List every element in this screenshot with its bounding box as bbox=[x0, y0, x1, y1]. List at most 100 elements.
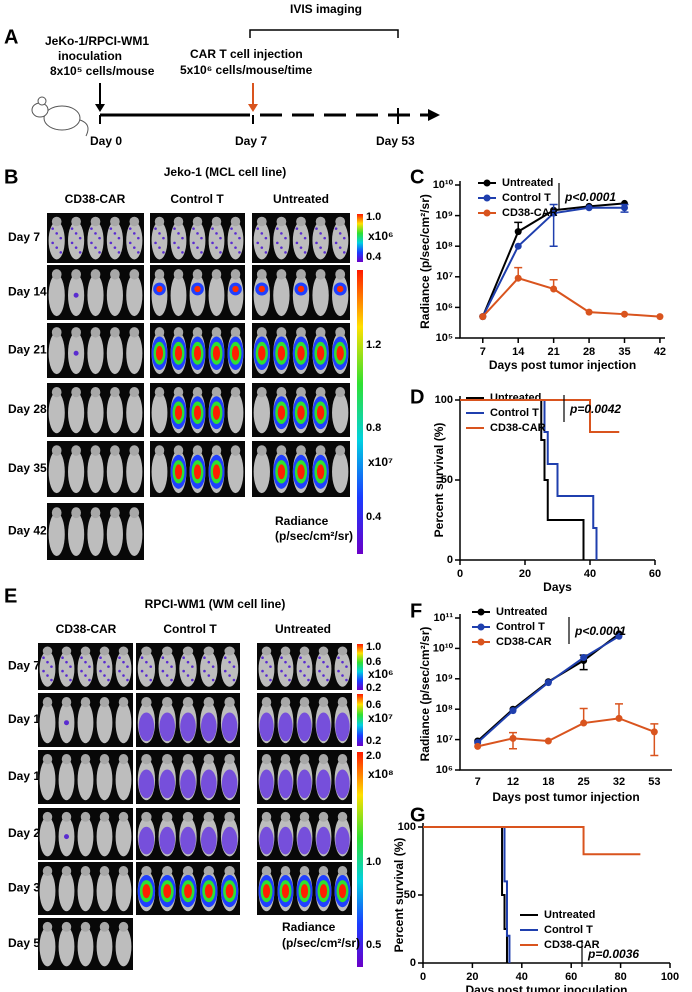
mouse-head bbox=[256, 216, 267, 227]
data-point bbox=[514, 228, 522, 236]
signal bbox=[142, 884, 151, 899]
data-point bbox=[474, 742, 482, 750]
signal bbox=[299, 232, 303, 235]
signal bbox=[319, 884, 328, 899]
column-header: Untreated bbox=[275, 622, 331, 636]
signal bbox=[256, 241, 260, 245]
mouse bbox=[39, 871, 56, 912]
signal bbox=[118, 656, 121, 659]
mouse bbox=[68, 392, 85, 434]
mouse bbox=[48, 392, 65, 434]
signal bbox=[154, 241, 157, 245]
signal bbox=[200, 251, 203, 254]
mouse bbox=[273, 274, 290, 317]
signal bbox=[316, 405, 325, 420]
legend-marker bbox=[483, 194, 491, 202]
charts: C 10⁵ 10⁶ 10⁷ 10⁸ 10⁹ 10¹⁰ 7 14 21 28 35 42 Days post… bbox=[392, 166, 679, 992]
colorbar-label: 1.0 bbox=[366, 211, 381, 223]
mouse-head bbox=[99, 811, 110, 822]
injection-line: 5x10⁶ cells/mouse/time bbox=[180, 63, 313, 77]
mouse-head bbox=[315, 216, 326, 227]
row-label: Day 21 bbox=[8, 343, 47, 357]
signal bbox=[118, 669, 121, 673]
mouse bbox=[315, 650, 332, 687]
signal bbox=[145, 660, 148, 664]
signal bbox=[196, 246, 199, 249]
x-axis-label: Days post tumor injection bbox=[492, 790, 639, 804]
data-point bbox=[544, 679, 552, 687]
x-tick-label: 21 bbox=[548, 346, 560, 358]
signal bbox=[162, 236, 165, 240]
signal bbox=[107, 678, 110, 682]
signal bbox=[232, 285, 239, 293]
signal bbox=[323, 236, 326, 240]
signal bbox=[69, 665, 72, 668]
signal bbox=[284, 660, 287, 664]
row-label: Day 35 bbox=[8, 461, 47, 475]
mouse-head bbox=[203, 865, 214, 877]
mouse bbox=[332, 392, 349, 434]
mouse bbox=[332, 450, 349, 494]
mouse-head bbox=[318, 865, 329, 877]
signal bbox=[297, 405, 305, 420]
mouse-head bbox=[141, 754, 152, 765]
colorbar-label: 0.6 bbox=[366, 699, 381, 711]
signal bbox=[109, 241, 113, 245]
mouse bbox=[253, 221, 270, 260]
p-value: p=0.0042 bbox=[569, 402, 621, 416]
mouse-head bbox=[118, 754, 129, 765]
signal bbox=[231, 345, 240, 361]
signal bbox=[238, 251, 241, 254]
signal bbox=[211, 227, 214, 230]
signal bbox=[137, 236, 140, 240]
signal bbox=[80, 656, 83, 659]
signal bbox=[234, 246, 237, 249]
signal bbox=[215, 232, 218, 235]
mouse-head bbox=[280, 754, 291, 765]
x-tick-label: 20 bbox=[519, 568, 531, 580]
imaging-bracket bbox=[249, 29, 399, 38]
radiance-label: (p/sec/cm²/sr) bbox=[275, 529, 353, 543]
signal bbox=[297, 769, 312, 799]
signal bbox=[51, 241, 54, 245]
data-point bbox=[615, 632, 623, 640]
signal bbox=[51, 227, 54, 230]
mouse-head bbox=[337, 865, 348, 877]
panel-title: RPCI-WM1 (WM cell line) bbox=[145, 597, 286, 611]
signal bbox=[194, 285, 201, 293]
mouse bbox=[39, 702, 56, 744]
y-tick-label: 0 bbox=[410, 957, 416, 969]
mouse-head bbox=[129, 327, 140, 338]
x-tick-label: 40 bbox=[584, 568, 596, 580]
signal bbox=[173, 227, 176, 230]
signal bbox=[232, 678, 236, 682]
signal bbox=[297, 826, 312, 855]
signal bbox=[297, 712, 312, 742]
data-point bbox=[656, 313, 664, 321]
mouse-head bbox=[154, 387, 165, 398]
signal bbox=[109, 227, 113, 230]
signal bbox=[126, 678, 129, 682]
panel-title: Jeko-1 (MCL cell line) bbox=[164, 165, 286, 179]
signal bbox=[42, 669, 45, 673]
signal bbox=[158, 232, 161, 235]
signal bbox=[316, 345, 325, 361]
mouse bbox=[126, 274, 143, 317]
signal bbox=[238, 236, 241, 240]
arrow-head bbox=[248, 104, 258, 112]
signal bbox=[303, 236, 307, 240]
signal bbox=[191, 678, 194, 682]
mouse bbox=[115, 650, 132, 687]
mouse-head bbox=[110, 507, 120, 519]
signal bbox=[264, 251, 268, 254]
x-tick-label: 7 bbox=[480, 346, 486, 358]
mouse bbox=[220, 650, 239, 687]
mouse-head bbox=[141, 697, 152, 708]
colorbar-unit: x10⁷ bbox=[368, 711, 393, 725]
mouse bbox=[87, 274, 104, 317]
mouse-head bbox=[51, 327, 62, 338]
colorbar-label: 0.8 bbox=[366, 422, 381, 434]
day-label: Day 0 bbox=[90, 134, 122, 148]
mouse bbox=[87, 512, 104, 557]
signal bbox=[269, 665, 272, 668]
